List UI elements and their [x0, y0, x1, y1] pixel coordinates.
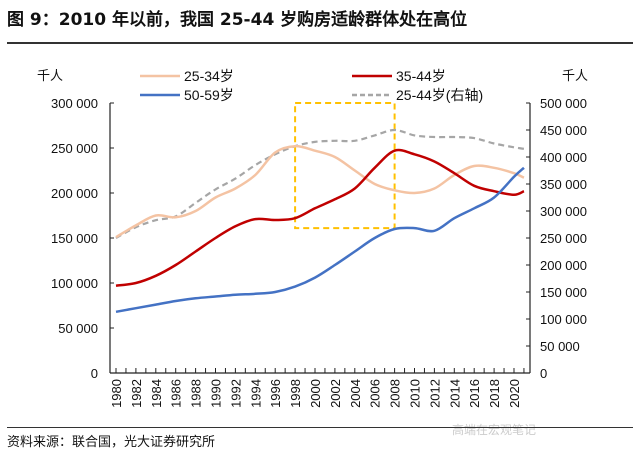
x-tick-label: 2018 [487, 379, 502, 408]
series-line-50-59岁 [115, 166, 525, 314]
right-unit-label: 千人 [562, 68, 588, 83]
right-tick-label: 100 000 [540, 312, 587, 327]
right-tick-label: 300 000 [540, 204, 587, 219]
x-tick-label: 2010 [408, 379, 423, 408]
right-tick-label: 400 000 [540, 150, 587, 165]
x-tick-label: 2006 [368, 379, 383, 408]
x-tick-label: 1998 [288, 379, 303, 408]
watermark: 高端在宏观笔记 [452, 422, 536, 437]
left-tick-label: 250 000 [51, 141, 98, 156]
right-tick-label: 200 000 [540, 258, 587, 273]
x-tick-label: 1982 [129, 379, 144, 408]
right-tick-label: 500 000 [540, 96, 587, 111]
x-tick-label: 1996 [268, 379, 283, 408]
legend-label: 25-34岁 [184, 68, 234, 84]
series-line-25-34岁 [115, 144, 525, 239]
x-tick-label: 1992 [228, 379, 243, 408]
x-tick-label: 2004 [348, 379, 363, 408]
figure-title: 图 9：2010 年以前，我国 25-44 岁购房适龄群体处在高位 [7, 10, 468, 30]
legend-label: 50-59岁 [184, 87, 234, 103]
x-tick-label: 2012 [427, 379, 442, 408]
right-tick-label: 250 000 [540, 231, 587, 246]
x-tick-label: 1988 [189, 379, 204, 408]
right-tick-label: 450 000 [540, 123, 587, 138]
legend-label: 25-44岁(右轴) [396, 87, 483, 103]
source-note: 资料来源：联合国，光大证券研究所 [7, 435, 216, 450]
x-tick-label: 2020 [507, 379, 522, 408]
right-tick-label: 50 000 [540, 339, 580, 354]
x-tick-label: 1994 [248, 379, 263, 408]
left-tick-label: 0 [91, 366, 98, 381]
series-line-25-44岁(右轴) [115, 128, 525, 239]
series-line-35-44岁 [115, 148, 525, 287]
source-divider [7, 427, 633, 428]
x-tick-label: 2016 [467, 379, 482, 408]
x-tick-label: 1984 [149, 379, 164, 408]
title-divider [7, 42, 633, 44]
highlight-box [294, 102, 396, 230]
right-tick-label: 350 000 [540, 177, 587, 192]
left-tick-label: 150 000 [51, 231, 98, 246]
left-tick-label: 300 000 [51, 96, 98, 111]
left-tick-label: 100 000 [51, 276, 98, 291]
legend-label: 35-44岁 [396, 68, 446, 84]
left-unit-label: 千人 [37, 68, 63, 83]
right-tick-label: 150 000 [540, 285, 587, 300]
x-tick-label: 2014 [447, 379, 462, 408]
x-tick-label: 2000 [308, 379, 323, 408]
x-tick-label: 1986 [169, 379, 184, 408]
x-tick-label: 2008 [388, 379, 403, 408]
right-tick-label: 0 [540, 366, 547, 381]
left-tick-label: 200 000 [51, 186, 98, 201]
x-tick-label: 1980 [109, 379, 124, 408]
left-tick-label: 50 000 [58, 321, 98, 336]
x-tick-label: 2002 [328, 379, 343, 408]
x-tick-label: 1990 [209, 379, 224, 408]
